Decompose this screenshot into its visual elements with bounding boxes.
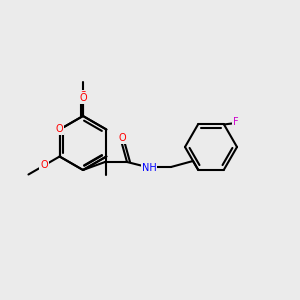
Text: O: O [79,91,87,101]
Text: O: O [56,124,63,134]
Text: O: O [79,93,87,103]
Text: O: O [40,160,48,170]
Text: F: F [233,118,239,128]
Text: NH: NH [142,163,156,173]
Text: O: O [118,133,126,143]
